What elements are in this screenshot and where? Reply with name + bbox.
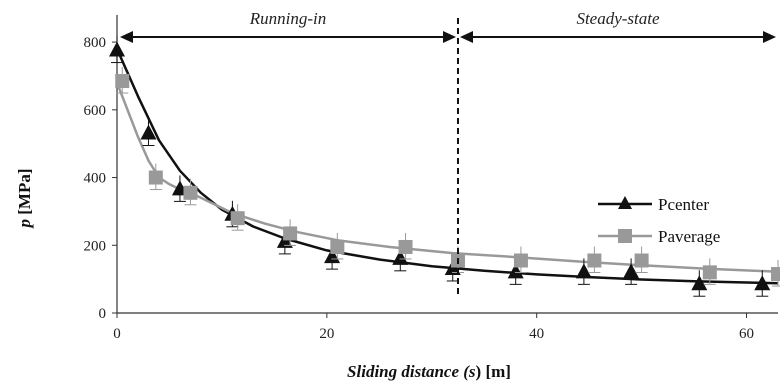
fit-curve-pcenter — [115, 48, 779, 285]
triangle-marker — [507, 263, 524, 279]
data-point-pcenter — [691, 270, 708, 297]
triangle-marker — [754, 275, 771, 291]
legend-item-pcenter: Pcenter — [598, 195, 709, 214]
y-tick-label: 400 — [84, 171, 107, 187]
plot-area: 0 200 400 600 800 0 20 40 60 — [84, 15, 778, 342]
square-marker — [330, 239, 345, 254]
square-marker — [513, 253, 528, 268]
data-point-paverage — [587, 246, 602, 274]
phase-arrow-head-left — [459, 31, 473, 43]
phase-arrow-head-right — [763, 31, 776, 43]
data-point-paverage — [183, 178, 198, 206]
y-tick-label: 200 — [84, 238, 107, 254]
data-point-paverage — [148, 163, 163, 191]
x-axis-title-suffix: ) [m] — [476, 362, 511, 381]
data-point-pcenter — [754, 270, 771, 297]
square-marker — [634, 253, 649, 268]
y-tick-label: 0 — [99, 306, 107, 322]
data-point-pcenter — [575, 258, 592, 285]
data-point-paverage — [771, 260, 780, 287]
triangle-marker — [691, 275, 708, 291]
x-tick-label: 60 — [739, 326, 754, 342]
triangle-marker — [623, 263, 640, 279]
fit-curves — [115, 48, 779, 285]
x-axis-title-symbol: s — [468, 362, 476, 381]
data-point-paverage — [398, 232, 413, 260]
x-axis-title: Sliding distance (s) [m] — [347, 362, 511, 381]
data-point-pcenter — [109, 36, 125, 64]
legend-label-paverage: Paverage — [658, 227, 720, 246]
phase-label: Steady-state — [576, 9, 660, 28]
square-marker — [771, 267, 780, 282]
data-point-paverage — [513, 246, 528, 274]
phase-arrow-head-right — [442, 31, 456, 43]
data-point-paverage — [634, 246, 649, 274]
legend-item-paverage: Paverage — [598, 227, 720, 246]
legend-label-pcenter: Pcenter — [658, 195, 709, 214]
triangle-marker — [392, 249, 409, 265]
square-marker — [283, 226, 298, 241]
phase-annotations: Running-in Steady-state — [120, 9, 776, 295]
square-marker — [702, 265, 717, 280]
data-point-pcenter — [623, 258, 640, 285]
data-point-paverage — [230, 204, 245, 231]
fit-curve-paverage — [115, 82, 779, 273]
square-marker — [230, 211, 245, 226]
phase-arrow-head-left — [120, 31, 133, 43]
triangle-marker — [140, 124, 157, 140]
square-marker — [148, 170, 163, 185]
data-point-pcenter — [140, 119, 157, 147]
x-tick-label: 20 — [319, 326, 334, 342]
triangle-marker — [109, 41, 125, 57]
y-axis-title: p [MPa] — [15, 168, 34, 229]
phase-label: Running-in — [249, 9, 327, 28]
data-markers — [109, 36, 780, 297]
square-marker — [115, 74, 130, 89]
triangle-marker — [575, 263, 592, 279]
x-tick-label: 40 — [529, 326, 544, 342]
data-point-paverage — [702, 258, 717, 285]
square-marker — [398, 239, 413, 254]
y-tick-label: 800 — [84, 35, 107, 51]
x-axis-title-prefix: Sliding distance ( — [347, 362, 470, 381]
data-point-paverage — [115, 67, 130, 94]
square-marker — [183, 185, 198, 200]
y-axis-title-suffix: [MPa] — [15, 168, 34, 219]
square-marker — [587, 253, 602, 268]
legend: Pcenter Paverage — [598, 195, 720, 246]
data-point-paverage — [330, 232, 345, 260]
x-tick-label: 0 — [113, 326, 121, 342]
y-axis-title-symbol: p — [15, 219, 34, 230]
y-tick-label: 600 — [84, 103, 107, 119]
data-point-paverage — [283, 219, 298, 246]
